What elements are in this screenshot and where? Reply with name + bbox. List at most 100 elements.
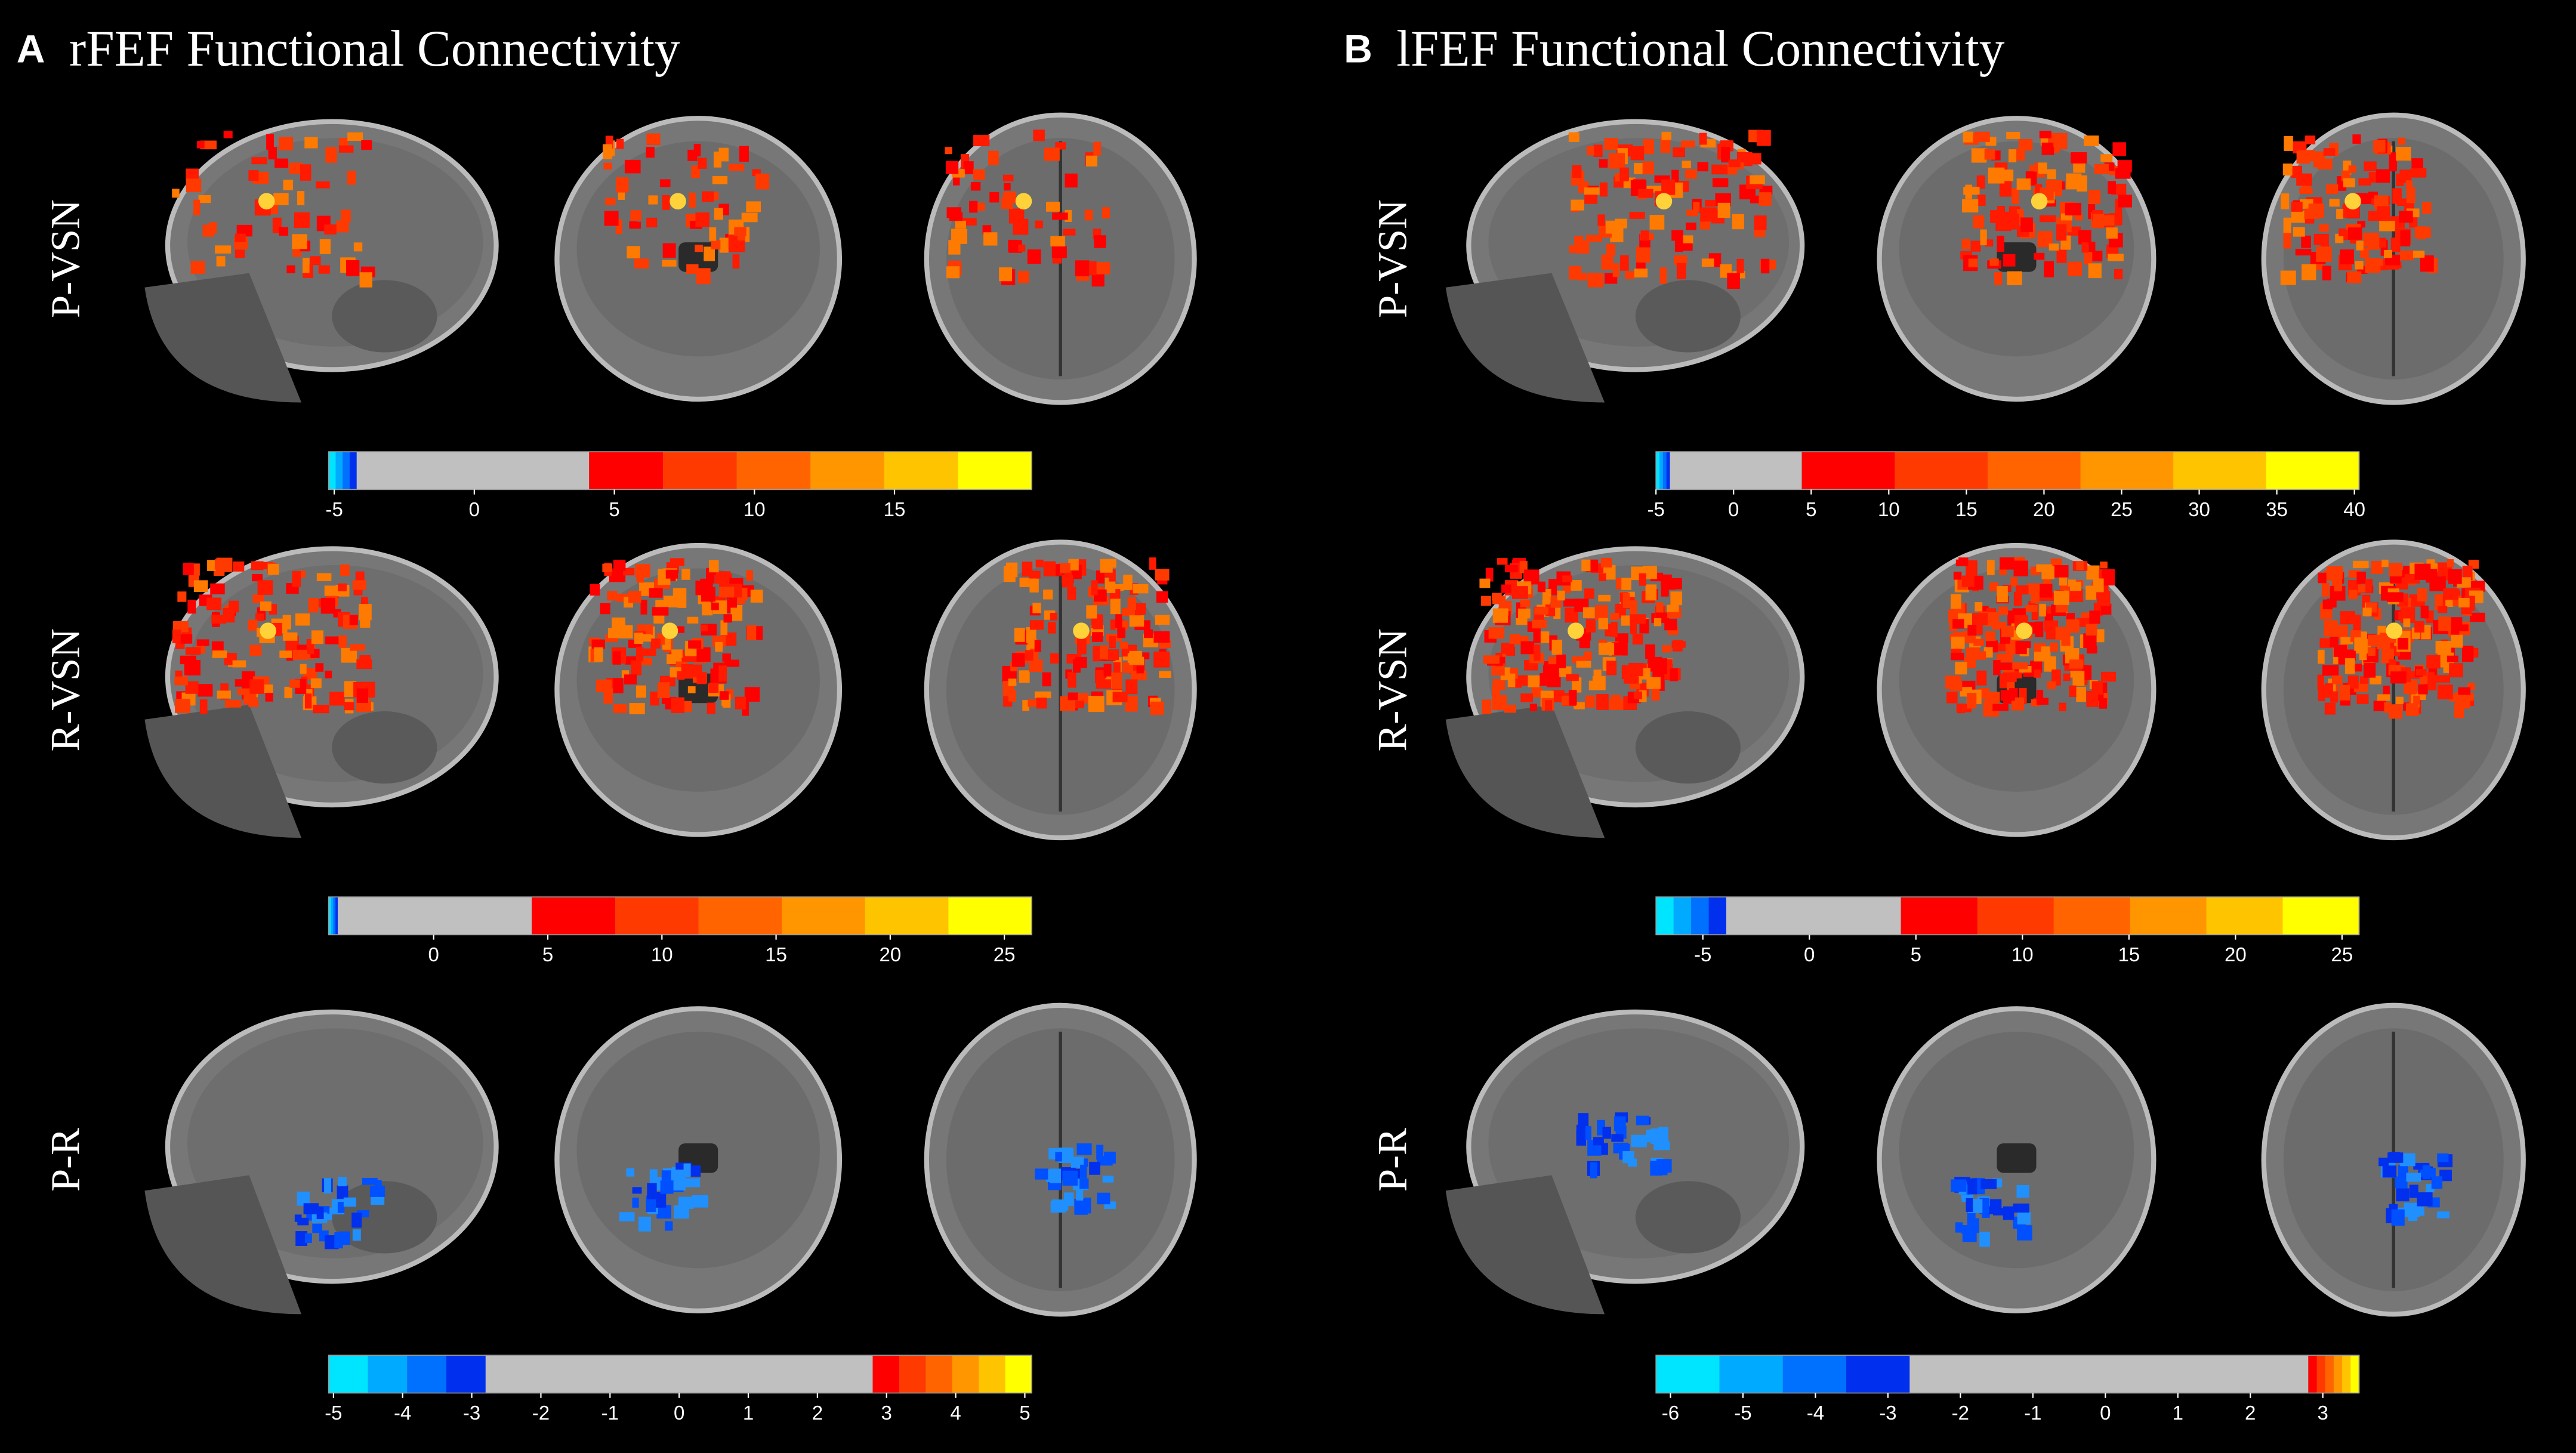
colorbar-neutral <box>338 897 532 935</box>
activation <box>1622 593 1630 609</box>
activation <box>202 224 215 237</box>
peak <box>258 193 275 210</box>
activation <box>1671 169 1679 183</box>
activation <box>2368 235 2380 250</box>
activation <box>2418 684 2428 695</box>
activation <box>702 602 713 616</box>
activation <box>1004 183 1011 191</box>
activation <box>319 239 331 254</box>
activation <box>2330 691 2338 703</box>
activation <box>1062 575 1073 588</box>
activation <box>1727 273 1740 289</box>
activation <box>199 699 208 714</box>
activation <box>2329 199 2340 207</box>
activation <box>273 193 289 205</box>
activation <box>2354 637 2364 653</box>
colorbar-segment <box>2350 1355 2360 1393</box>
activation <box>1989 258 1999 266</box>
activation <box>1497 558 1508 565</box>
activation <box>347 132 363 141</box>
activation <box>304 137 318 149</box>
activation <box>1600 182 1608 197</box>
activation <box>1099 645 1108 660</box>
activation <box>687 616 699 624</box>
activation <box>211 615 227 624</box>
brain-slice <box>924 539 1197 841</box>
activation <box>2384 702 2392 713</box>
activation <box>1571 199 1584 211</box>
brain-slice <box>1877 1006 2157 1313</box>
activation <box>310 678 322 689</box>
activation <box>292 246 302 257</box>
activation <box>1643 139 1654 155</box>
activation <box>1676 263 1686 279</box>
activation <box>1662 645 1672 653</box>
activation <box>1102 1176 1114 1183</box>
activation <box>1551 690 1565 702</box>
activation <box>1952 619 1964 629</box>
colorbar-segment <box>2342 1355 2352 1393</box>
peak <box>2344 193 2361 210</box>
activation <box>1638 189 1653 198</box>
activation <box>2089 610 2100 624</box>
activation <box>2301 235 2311 248</box>
activation <box>1091 273 1105 287</box>
colorbar-segment <box>328 897 332 935</box>
activation <box>2084 135 2099 146</box>
activation <box>695 245 704 252</box>
activation <box>2340 611 2355 625</box>
activation <box>1149 698 1161 705</box>
activation <box>2392 188 2402 204</box>
colorbar-segment <box>1719 1355 1784 1393</box>
activation <box>2340 249 2354 264</box>
activation <box>2409 1184 2418 1198</box>
activation <box>1999 180 2012 197</box>
activation <box>2013 1203 2029 1213</box>
activation <box>2413 1162 2430 1170</box>
colorbar-segment <box>1662 452 1667 490</box>
colorbar: -5 -4 -3 -2 -1 0 1 2 3 4 5 <box>325 1355 1032 1424</box>
activation <box>1582 607 1595 618</box>
colorbar-segment <box>589 452 664 490</box>
colorbar-segment <box>446 1355 486 1393</box>
activation <box>2433 675 2450 683</box>
brain-slice <box>924 1002 1197 1317</box>
activation <box>2389 563 2402 576</box>
activation <box>1606 243 1616 257</box>
activation <box>2118 195 2133 208</box>
activation <box>1602 1127 1611 1139</box>
colorbar-segment <box>948 897 1032 935</box>
activation <box>1052 212 1068 220</box>
colorbar-segment <box>1846 1355 1911 1393</box>
activation <box>2356 572 2366 584</box>
activation <box>1482 699 1492 714</box>
tick-label: 0 <box>674 1402 684 1424</box>
activation <box>2363 662 2376 678</box>
activation <box>982 225 992 235</box>
activation <box>233 561 245 572</box>
activation <box>349 615 358 625</box>
activation <box>734 227 746 236</box>
activation <box>945 161 959 174</box>
activation <box>2281 193 2290 209</box>
colorbar-segment <box>1656 452 1660 490</box>
activation <box>2017 1212 2031 1224</box>
activation <box>2039 131 2051 138</box>
activation <box>2083 633 2097 648</box>
colorbar-segment <box>2308 1355 2318 1393</box>
activation <box>1961 239 1970 249</box>
activation <box>1619 167 1629 181</box>
activation <box>2295 249 2312 256</box>
activation <box>1084 1198 1091 1214</box>
activation <box>1568 690 1577 705</box>
colorbar-segment <box>2080 452 2174 490</box>
activation <box>248 619 258 631</box>
activation <box>603 162 612 170</box>
activation <box>2040 584 2053 598</box>
activation <box>674 1205 690 1219</box>
activation <box>1563 599 1576 607</box>
activation <box>1966 560 1977 576</box>
activation <box>2389 704 2403 719</box>
activation <box>2020 217 2033 233</box>
tick-label: -2 <box>1952 1402 1969 1424</box>
